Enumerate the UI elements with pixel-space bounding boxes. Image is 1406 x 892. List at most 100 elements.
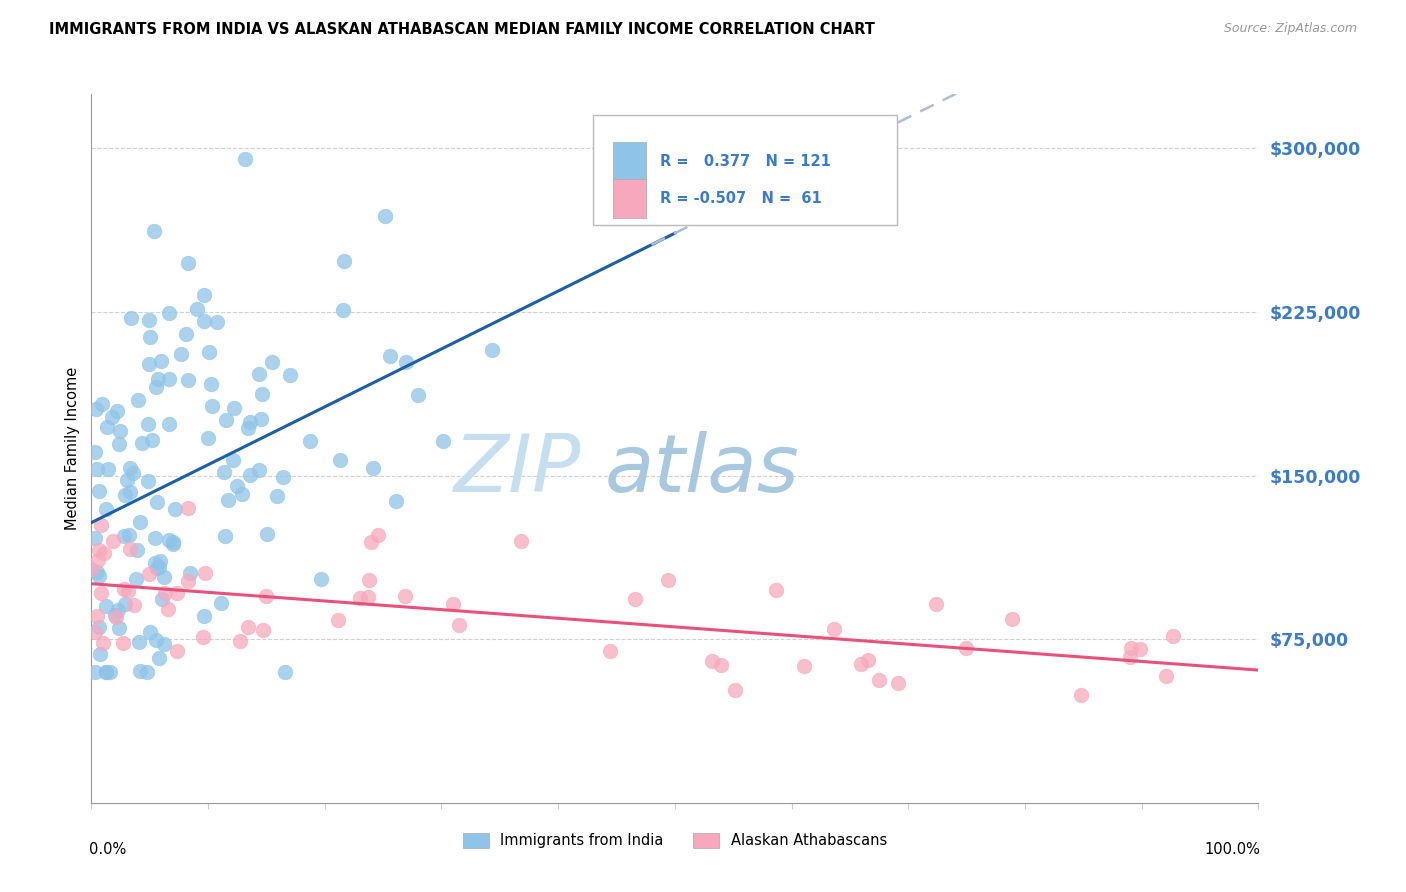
- Point: [84, 624, 107, 639]
- Point: [122, 598, 145, 612]
- Point: [107, 603, 129, 617]
- Point: [326, 613, 349, 627]
- Point: [128, 634, 150, 648]
- Point: [205, 314, 228, 328]
- Point: [765, 583, 787, 598]
- Point: [87, 483, 110, 498]
- Point: [222, 401, 245, 415]
- Point: [252, 387, 274, 401]
- Point: [1000, 612, 1022, 626]
- Point: [367, 528, 389, 542]
- Point: [193, 314, 215, 328]
- Point: [359, 573, 381, 587]
- Point: [93, 636, 115, 650]
- Point: [108, 437, 131, 451]
- Point: [278, 368, 301, 382]
- Point: [150, 354, 173, 368]
- Point: [159, 372, 181, 386]
- Point: [150, 591, 173, 606]
- Point: [247, 367, 270, 381]
- Point: [127, 543, 149, 558]
- Point: [90, 585, 112, 599]
- Point: [84, 402, 107, 417]
- Point: [108, 424, 131, 438]
- Point: [247, 463, 270, 477]
- Text: R = -0.507   N =  61: R = -0.507 N = 61: [659, 191, 821, 206]
- Point: [112, 528, 135, 542]
- Point: [108, 622, 131, 636]
- Point: [143, 531, 166, 545]
- Point: [94, 502, 117, 516]
- Point: [1121, 640, 1143, 655]
- Point: [271, 470, 294, 484]
- Point: [229, 634, 252, 648]
- Point: [100, 665, 122, 679]
- Point: [332, 303, 354, 318]
- Point: [177, 256, 200, 270]
- Y-axis label: Median Family Income: Median Family Income: [65, 367, 80, 530]
- FancyBboxPatch shape: [613, 142, 645, 181]
- Point: [201, 399, 224, 413]
- Point: [157, 417, 180, 431]
- Point: [193, 609, 215, 624]
- Text: ZIP: ZIP: [454, 431, 582, 508]
- Point: [87, 620, 110, 634]
- Point: [406, 388, 429, 402]
- Point: [198, 344, 221, 359]
- Point: [86, 462, 108, 476]
- Point: [145, 561, 167, 575]
- Point: [239, 468, 262, 483]
- Point: [157, 602, 180, 616]
- Point: [142, 224, 165, 238]
- Point: [194, 566, 217, 580]
- Point: [104, 608, 127, 623]
- Point: [170, 347, 193, 361]
- Point: [657, 573, 679, 587]
- Point: [90, 518, 112, 533]
- Point: [148, 650, 170, 665]
- Point: [145, 380, 167, 394]
- Text: 0.0%: 0.0%: [89, 842, 127, 857]
- Point: [138, 567, 160, 582]
- Point: [117, 584, 139, 599]
- Point: [163, 501, 186, 516]
- Point: [233, 152, 256, 166]
- Point: [143, 556, 166, 570]
- Point: [700, 654, 723, 668]
- Point: [129, 664, 152, 678]
- Point: [141, 433, 163, 447]
- Point: [87, 552, 110, 566]
- Text: 100.0%: 100.0%: [1205, 842, 1261, 857]
- Legend: Immigrants from India, Alaskan Athabascans: Immigrants from India, Alaskan Athabasca…: [456, 826, 894, 855]
- Point: [394, 589, 416, 603]
- Point: [349, 591, 371, 605]
- Point: [139, 330, 162, 344]
- Point: [360, 535, 382, 549]
- Point: [131, 436, 153, 450]
- Point: [357, 590, 380, 604]
- Point: [793, 659, 815, 673]
- Point: [86, 608, 108, 623]
- Point: [129, 515, 152, 529]
- Point: [120, 484, 142, 499]
- Point: [886, 675, 908, 690]
- Point: [222, 453, 245, 467]
- Point: [80, 562, 103, 576]
- Point: [236, 619, 259, 633]
- Point: [96, 419, 118, 434]
- Point: [120, 541, 142, 556]
- Point: [157, 306, 180, 320]
- Point: [441, 597, 464, 611]
- Point: [395, 355, 418, 369]
- Point: [127, 392, 149, 407]
- Point: [153, 585, 176, 599]
- Text: Source: ZipAtlas.com: Source: ZipAtlas.com: [1223, 22, 1357, 36]
- Text: R =   0.377   N = 121: R = 0.377 N = 121: [659, 154, 831, 169]
- Point: [374, 209, 396, 223]
- Point: [200, 377, 222, 392]
- Point: [162, 534, 184, 549]
- Point: [146, 372, 169, 386]
- Point: [111, 636, 134, 650]
- Point: [385, 494, 408, 508]
- Point: [101, 534, 124, 549]
